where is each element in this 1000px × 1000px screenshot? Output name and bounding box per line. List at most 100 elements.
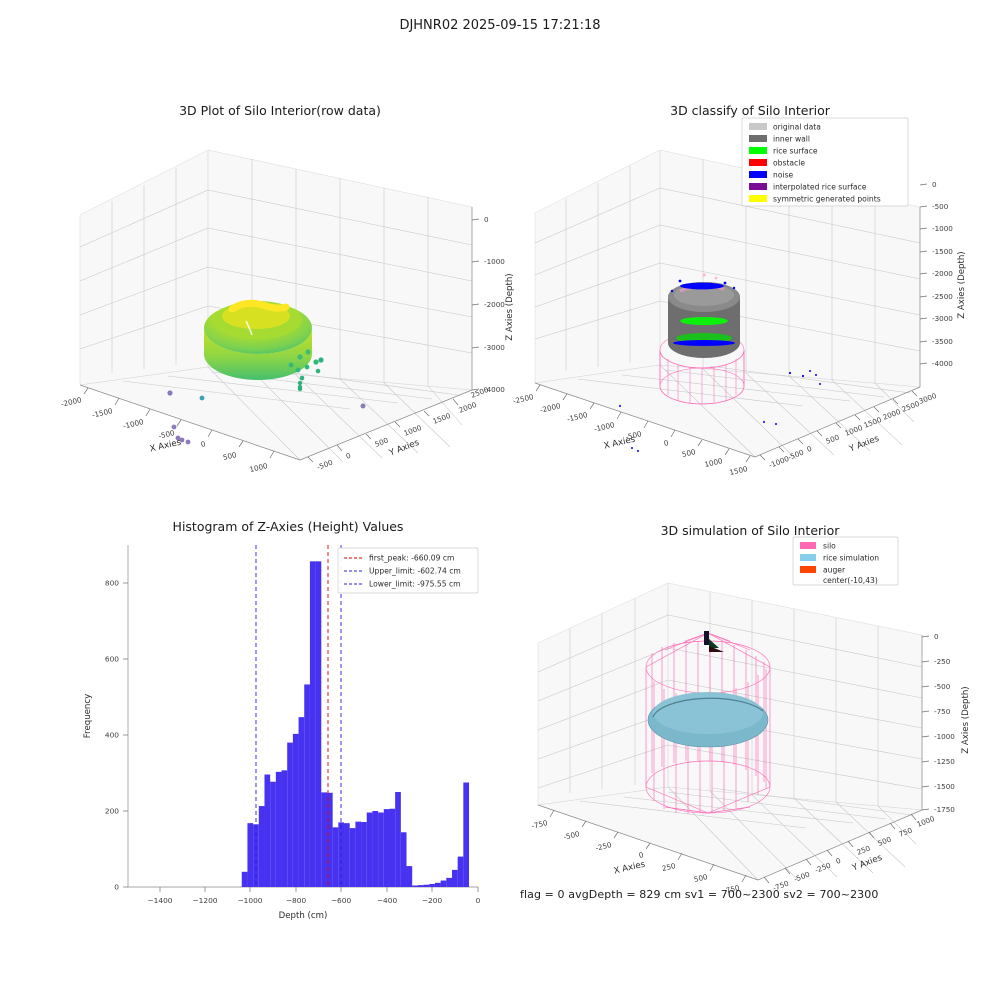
classify-noise-points <box>670 279 736 346</box>
svg-text:−400: −400 <box>377 896 398 905</box>
histogram-bar <box>349 828 356 887</box>
histogram-bar <box>378 812 384 887</box>
classify-legend-label-6: symmetric generated points <box>773 195 881 204</box>
sim-ztick-6: -1500 <box>934 782 955 791</box>
classify-legend-item-2: rice surface <box>749 147 818 156</box>
classify-xtick-3: -1000 <box>593 420 616 434</box>
raw-xtick-4: 0 <box>200 439 207 449</box>
histogram-axes: Histogram of Z-Axies (Height) Values 0 2… <box>83 519 481 921</box>
histogram-y-ticks: 0 200 400 600 800 Frequency <box>83 579 128 892</box>
raw-silo-ring <box>204 299 312 380</box>
simulation-zaxis-label: Z Axies (Depth) <box>961 686 971 753</box>
sim-ytick-5: 500 <box>876 834 892 847</box>
classify-ytick-5: 1500 <box>862 415 883 430</box>
classify-xtick-5: 0 <box>663 438 670 448</box>
classify-legend-label-1: inner wall <box>773 135 810 144</box>
hist-legend-label-2: Lower_limit: -975.55 cm <box>369 580 461 589</box>
classify-legend-label-0: original data <box>773 123 821 132</box>
hist-legend-label-1: Upper_limit: -602.74 cm <box>369 567 461 576</box>
simulation-gridlines <box>537 592 923 882</box>
raw-xtick-3: -500 <box>158 428 176 441</box>
classify-legend-label-5: interpolated rice surface <box>773 183 867 192</box>
histogram-bar <box>429 883 435 887</box>
histogram-bar <box>326 792 333 887</box>
histogram-bar <box>412 885 418 887</box>
sim-xtick-5: 500 <box>693 872 709 884</box>
histogram-bar <box>275 771 282 887</box>
sim-ytick-1: -500 <box>792 869 811 883</box>
simulation-legend-label-0: silo <box>823 542 836 551</box>
classify-ztick-3: -1500 <box>932 247 953 256</box>
svg-text:800: 800 <box>105 579 119 588</box>
classify-legend-label-2: rice surface <box>773 147 818 156</box>
hist-legend-label-0: first_peak: -660.09 cm <box>369 554 454 563</box>
raw-xaxis-label: X Axies <box>149 437 183 454</box>
status-line: flag = 0 avgDepth = 829 cm sv1 = 700~230… <box>520 888 879 901</box>
histogram-bar <box>298 717 305 887</box>
classify-z-axis: 0 -500 -1000 -1500 -2000 -2500 -3000 -35… <box>919 180 967 387</box>
histogram-bar <box>440 880 447 887</box>
raw-xtick-5: 500 <box>222 450 238 462</box>
classify-silo <box>659 273 745 405</box>
classify-ztick-5: -2500 <box>932 292 953 301</box>
raw-ytick-6: 2500 <box>469 385 490 400</box>
sim-xtick-2: -250 <box>595 840 613 853</box>
raw-ztick-4: -4000 <box>484 385 505 394</box>
histogram-bar <box>366 812 373 887</box>
classify-3d-axes: original data inner wall rice surface ob… <box>512 117 967 477</box>
simulation-3d-axes: silo rice simulation auger center(-10,43… <box>531 536 971 895</box>
raw-ytick-2: 500 <box>373 435 389 448</box>
histogram-bar <box>361 822 367 887</box>
histogram-bar <box>372 811 379 887</box>
simulation-legend: silo rice simulation auger center(-10,43… <box>792 536 899 586</box>
classify-ytick-6: 2000 <box>881 407 902 422</box>
sim-xtick-4: 250 <box>661 861 677 873</box>
histogram-bar <box>321 792 327 887</box>
svg-text:200: 200 <box>105 807 119 816</box>
raw-ytick-1: 0 <box>344 451 352 461</box>
histogram-bar <box>383 809 390 887</box>
classify-xtick-2: -1500 <box>566 410 589 424</box>
classify-legend-label-3: obstacle <box>773 159 805 168</box>
classify-silo-wire <box>659 331 745 405</box>
svg-text:600: 600 <box>105 655 119 664</box>
raw-zaxis-label: Z Axies (Depth) <box>505 273 515 340</box>
sim-ztick-7: -1750 <box>934 805 955 814</box>
sim-ytick-7: 1000 <box>915 814 936 829</box>
classify-legend-item-0: original data <box>749 123 821 132</box>
classify-plot-title: 3D classify of Silo Interior <box>670 103 830 118</box>
simulation-silo <box>645 631 771 814</box>
histogram-bar <box>304 684 310 887</box>
sim-ytick-6: 750 <box>897 825 913 838</box>
sim-xtick-0: -750 <box>531 818 549 831</box>
histogram-bar <box>389 808 396 887</box>
classify-xtick-4: -500 <box>625 429 643 442</box>
simulation-plot-title: 3D simulation of Silo Interior <box>660 523 840 538</box>
sim-ztick-2: -500 <box>934 682 951 691</box>
classify-xtick-6: 500 <box>681 447 697 459</box>
classify-ytick-2: 0 <box>805 444 813 454</box>
classify-ztick-2: -1000 <box>932 224 953 233</box>
classify-legend-item-1: inner wall <box>749 135 810 144</box>
sim-xtick-1: -500 <box>563 829 581 842</box>
histogram-bar <box>292 733 299 887</box>
classify-ztick-7: -3500 <box>932 337 953 346</box>
histogram-bar <box>434 882 441 887</box>
classify-ztick-6: -3000 <box>932 314 953 323</box>
simulation-x-axis: -750 -500 -250 0 250 500 750 X Axies <box>531 804 759 895</box>
svg-text:0: 0 <box>114 883 119 892</box>
histogram-bar <box>241 871 248 887</box>
raw-ytick-3: 1000 <box>402 423 423 438</box>
sim-ztick-0: 0 <box>934 632 939 641</box>
simulation-panes <box>537 582 923 881</box>
sim-ztick-5: -1250 <box>934 757 955 766</box>
classify-xtick-0: -2500 <box>512 392 535 406</box>
sim-ztick-3: -750 <box>934 707 951 716</box>
histogram-bar <box>395 792 401 887</box>
classify-legend-item-4: noise <box>749 171 794 180</box>
classify-xtick-1: -2000 <box>539 401 562 415</box>
simulation-legend-swatch-silo <box>800 542 816 549</box>
classify-ztick-4: -2000 <box>932 269 953 278</box>
histogram-bar <box>417 885 424 887</box>
